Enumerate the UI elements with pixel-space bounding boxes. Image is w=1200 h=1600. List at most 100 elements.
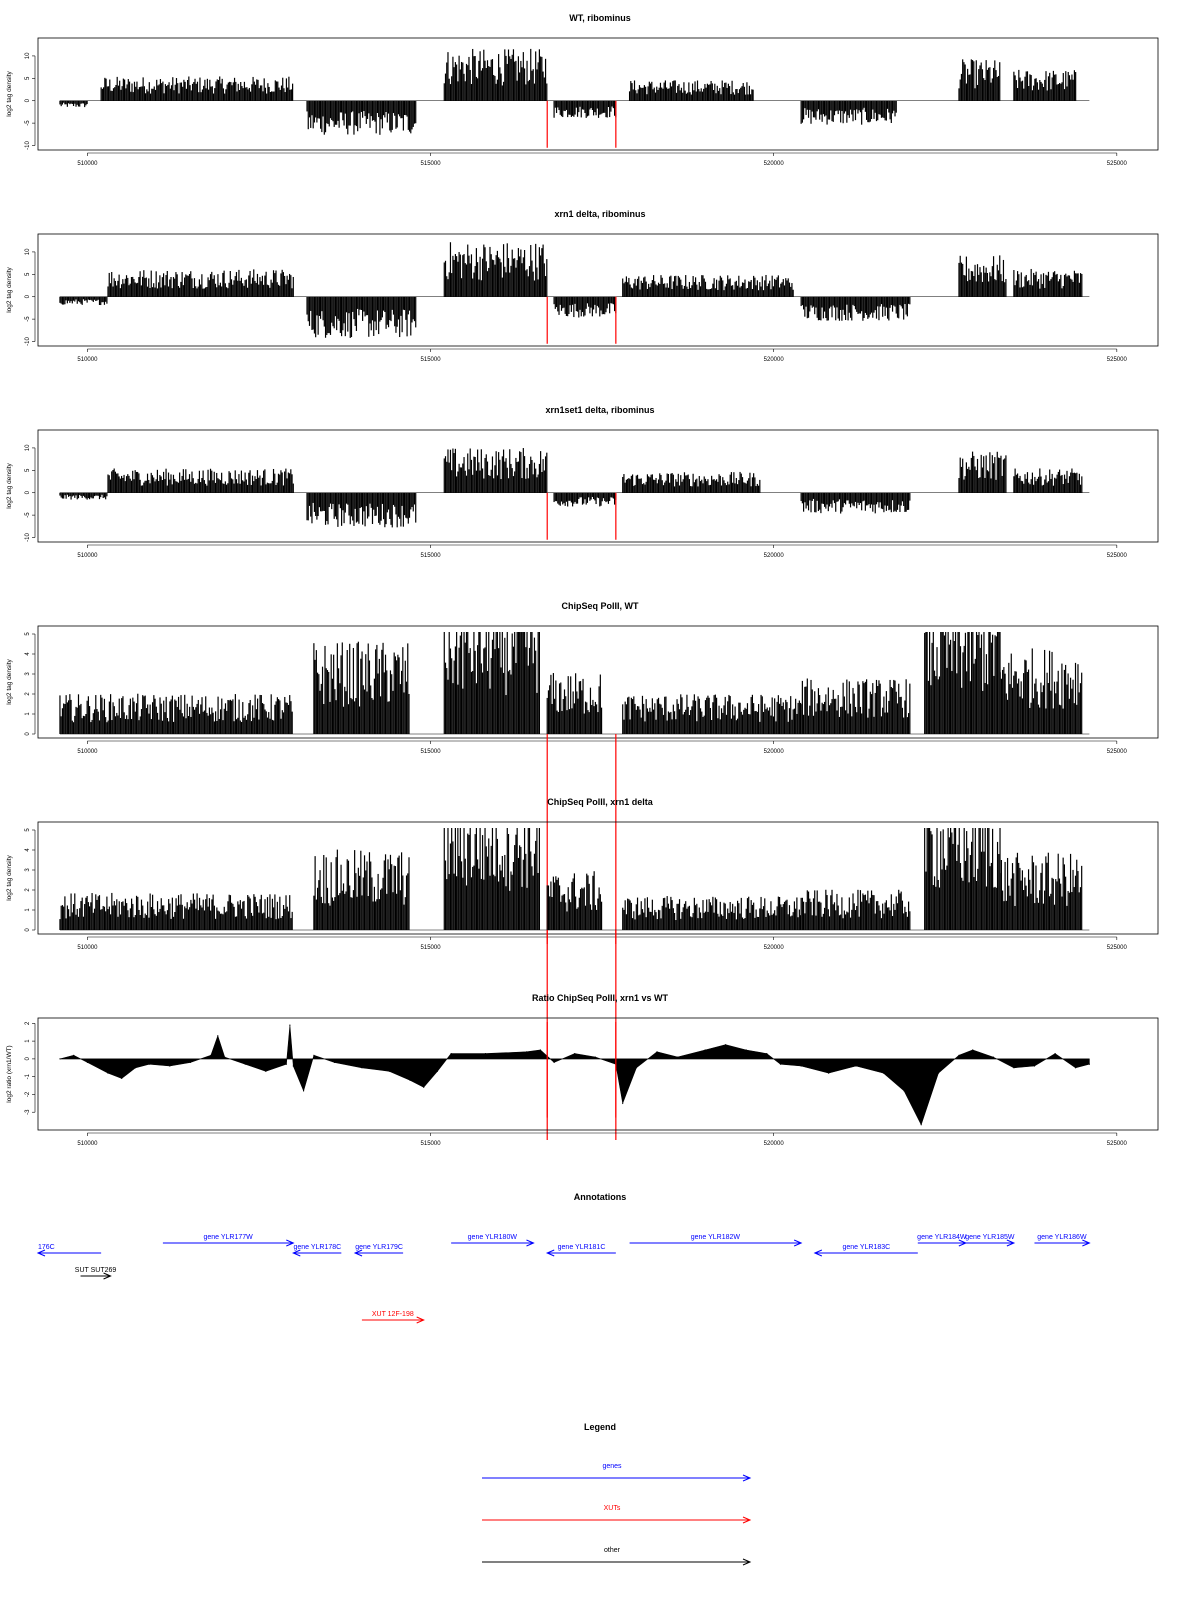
ratio-point <box>779 1063 782 1065</box>
x-tick-label: 510000 <box>77 357 98 363</box>
y-tick-label: 5 <box>25 76 31 80</box>
signal-segment-5 <box>553 492 617 507</box>
panel-title: xrn1 delta, ribominus <box>554 209 645 219</box>
signal-segment-5 <box>622 896 802 930</box>
feature-arrowhead <box>793 1239 803 1247</box>
ratio-point <box>1088 1063 1090 1065</box>
y-tick-label: -3 <box>25 1109 31 1115</box>
signal-segment-8 <box>999 852 1083 930</box>
signal-segment-4 <box>443 448 548 493</box>
ratio-point <box>677 1056 679 1058</box>
plot-frame <box>37 625 1159 739</box>
signal-segment-2 <box>107 468 294 493</box>
signal-segment-6 <box>628 80 754 101</box>
x-tick-label: 520000 <box>764 749 785 755</box>
track-panel-1: WT, ribominus -10 -5 0 5 10 log2 tag density 51… <box>6 13 1159 167</box>
x-tick-label: 520000 <box>764 1141 785 1147</box>
plot-frame <box>37 1017 1159 1131</box>
x-tick-label: 525000 <box>1107 749 1128 755</box>
y-tick-label: -10 <box>25 337 31 346</box>
plot-frame <box>37 233 1159 347</box>
ratio-point <box>292 1065 294 1067</box>
ratio-point <box>725 1044 727 1046</box>
panel-title: ChipSeq PolII, xrn1 delta <box>547 797 654 807</box>
feature-xut-12f-198: XUT 12F-198 <box>361 1311 425 1324</box>
signal-segment-6 <box>800 889 911 930</box>
annotations-track: Annotations 176C gene YLR177W gene YLR178C g… <box>36 1192 1091 1324</box>
y-axis-label: log2 tag density <box>6 658 13 704</box>
ratio-point <box>622 1102 624 1104</box>
signal-segment-5 <box>622 694 802 734</box>
ratio-point <box>903 1090 905 1092</box>
feature-arrowhead <box>286 1239 295 1247</box>
y-tick-label: 5 <box>25 468 31 472</box>
signal-segment-1 <box>59 492 108 500</box>
legend-item-xuts: XUTs <box>482 1505 752 1524</box>
ratio-point <box>436 1070 438 1072</box>
ratio-area <box>59 1025 1090 1126</box>
x-tick-label: 520000 <box>764 945 785 951</box>
feature-gene-ylr186w: gene YLR186W <box>1034 1234 1091 1247</box>
feature-gene-ylr185w: gene YLR185W <box>965 1234 1016 1247</box>
ratio-point <box>244 1063 246 1065</box>
x-tick-label: 515000 <box>421 1141 442 1147</box>
ratio-point <box>134 1067 137 1069</box>
y-axis-label: log2 tag density <box>6 462 13 508</box>
feature-gene-ylr181c: gene YLR181C <box>545 1244 616 1257</box>
feature-gene-ylr178c: gene YLR178C <box>292 1244 342 1257</box>
panel-title: xrn1set1 delta, ribominus <box>545 405 654 415</box>
x-tick-label: 520000 <box>764 357 785 363</box>
y-tick-label: -10 <box>25 141 31 150</box>
ratio-point <box>800 1065 802 1067</box>
y-tick-label: 5 <box>25 272 31 276</box>
signal-segment-3 <box>306 492 417 528</box>
feature-arrowhead <box>526 1239 535 1247</box>
ratio-point <box>1054 1053 1056 1055</box>
x-tick-label: 525000 <box>1107 357 1128 363</box>
ratio-point <box>920 1124 922 1126</box>
signal-segment-1 <box>59 100 88 108</box>
plot-frame <box>37 429 1159 543</box>
signal-segment-6 <box>800 678 911 734</box>
ratio-point <box>656 1051 658 1053</box>
ratio-point <box>574 1053 576 1055</box>
legend-item-genes: genes <box>482 1463 752 1482</box>
ratio-point <box>285 1063 287 1065</box>
y-tick-label: -10 <box>25 533 31 542</box>
track-panel-5: ChipSeq PolII, xrn1 delta 0 1 2 3 4 5 log2 tag … <box>6 797 1159 1140</box>
y-tick-label: 0 <box>25 928 31 932</box>
ratio-point <box>121 1077 123 1079</box>
y-tick-label: 5 <box>25 632 31 636</box>
signal-segment-8 <box>958 451 1007 493</box>
x-tick-label: 525000 <box>1107 945 1128 951</box>
y-axis-label: log2 tag density <box>6 70 13 116</box>
y-tick-label: 0 <box>25 490 31 494</box>
ratio-point <box>992 1056 994 1058</box>
ratio-point <box>450 1053 452 1055</box>
signal-segment-3 <box>306 100 417 135</box>
x-tick-label: 520000 <box>764 553 785 559</box>
feature-arrowhead <box>292 1249 301 1257</box>
y-tick-label: 2 <box>25 888 31 892</box>
ratio-point <box>855 1065 857 1067</box>
signal-segment-4 <box>443 48 548 101</box>
legend: Legend genes XUTs other <box>482 1422 752 1566</box>
signal-segment-8 <box>958 255 1007 297</box>
track-panel-4: ChipSeq PolII, WT 0 1 2 3 4 5 log2 tag density 5… <box>6 601 1159 944</box>
ratio-point <box>958 1054 960 1056</box>
ratio-point <box>423 1086 425 1088</box>
y-tick-label: 1 <box>25 908 31 912</box>
ratio-point <box>539 1049 542 1051</box>
ratio-point <box>388 1070 390 1072</box>
feature-label: gene YLR177W <box>203 1234 253 1241</box>
feature-gene-ylr179c: gene YLR179C <box>353 1244 404 1257</box>
track-panel-2: xrn1 delta, ribominus -10 -5 0 5 10 log2 tag d… <box>6 209 1159 363</box>
y-tick-label: -5 <box>25 120 31 126</box>
y-tick-label: -5 <box>25 316 31 322</box>
ratio-point <box>409 1079 411 1081</box>
signal-segment-2 <box>313 641 410 734</box>
feature-label: gene YLR185W <box>965 1234 1015 1241</box>
signal-segment-8 <box>958 59 1001 101</box>
y-tick-label: 0 <box>25 1057 31 1061</box>
